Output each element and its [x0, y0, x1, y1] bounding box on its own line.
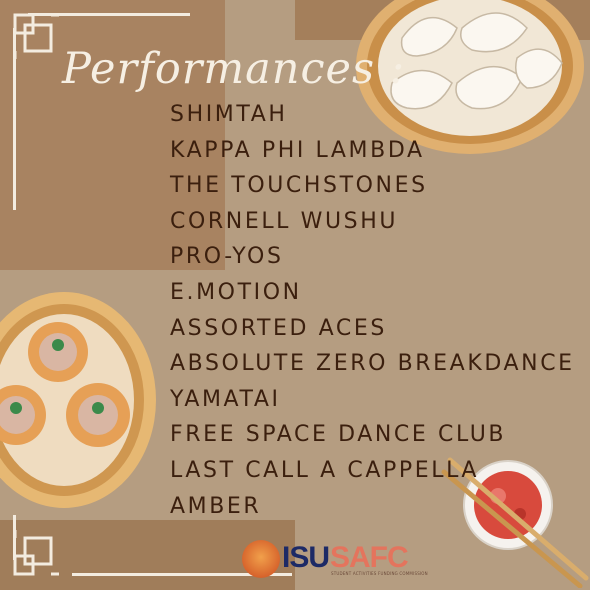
frame-bottom-line [72, 573, 292, 576]
chopsticks-sauce-icon [441, 457, 589, 588]
list-item: AMBER [170, 493, 262, 519]
list-item: SHIMTAH [170, 102, 288, 127]
safc-subtitle: STUDENT ACTIVITIES FUNDING COMMISSION [331, 571, 428, 576]
page-title: Performances : [62, 44, 406, 94]
list-item: ASSORTED ACES [170, 315, 387, 341]
list-item: ABSOLUTE ZERO BREAKDANCE [170, 351, 575, 377]
list-item: LAST CALL A CAPPELLA [170, 457, 480, 483]
list-item: PRO-YOS [170, 244, 284, 270]
list-item: KAPPA PHI LAMBDA [170, 137, 425, 163]
frame-left-line [13, 28, 16, 210]
safc-logo: SAFC [330, 541, 409, 574]
list-item: CORNELL WUSHU [170, 208, 399, 234]
lucky-knot-icon [13, 13, 59, 59]
list-item: FREE SPACE DANCE CLUB [170, 422, 507, 448]
dumpling-steamer-icon [356, 0, 584, 154]
tree-logo-icon [242, 540, 280, 578]
lucky-knot-icon [13, 530, 59, 576]
frame-top-line [28, 13, 190, 16]
list-item: THE TOUCHSTONES [170, 173, 428, 199]
performance-list: SHIMTAH KAPPA PHI LAMBDA THE TOUCHSTONES… [170, 97, 575, 524]
list-item: E.MOTION [170, 279, 302, 305]
siu-mai-steamer-icon [0, 292, 156, 508]
sponsor-logos: ISU SAFC STUDENT ACTIVITIES FUNDING COMM… [242, 540, 428, 578]
list-item: YAMATAI [170, 386, 281, 412]
isu-logo: ISU [282, 541, 330, 574]
top-left-panel [0, 0, 225, 270]
